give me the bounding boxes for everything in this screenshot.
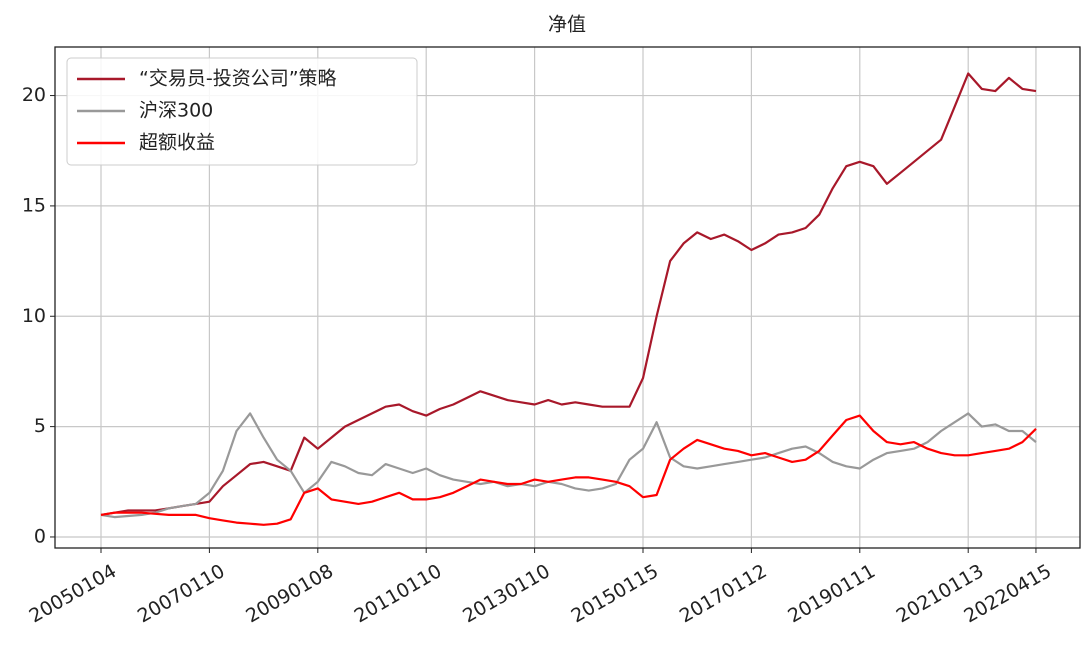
x-tick-label: 20090108	[242, 560, 337, 627]
x-tick-label: 20050104	[25, 560, 120, 627]
series-line	[100, 412, 1037, 519]
y-tick-label: 20	[22, 84, 46, 106]
chart-title: 净值	[548, 14, 586, 36]
series-line	[100, 72, 1037, 516]
y-tick-label: 15	[22, 194, 46, 216]
legend-label: 超额收益	[139, 132, 215, 154]
series-line	[100, 414, 1037, 526]
x-tick-label: 20110110	[351, 560, 446, 627]
y-tick-label: 5	[34, 415, 46, 437]
x-tick-label: 20070110	[134, 560, 229, 627]
x-tick-label: 20170112	[676, 560, 771, 627]
x-tick-label: 20150115	[567, 560, 662, 627]
legend-box	[66, 57, 418, 166]
legend-label: “交易员-投资公司”策略	[139, 68, 337, 90]
x-tick-label: 20130110	[459, 560, 554, 627]
legend-label: 沪深300	[139, 100, 213, 122]
y-tick-label: 10	[22, 305, 46, 327]
plot-frame	[54, 46, 1081, 549]
y-tick-label: 0	[34, 525, 46, 547]
x-tick-label: 20190111	[784, 560, 879, 627]
